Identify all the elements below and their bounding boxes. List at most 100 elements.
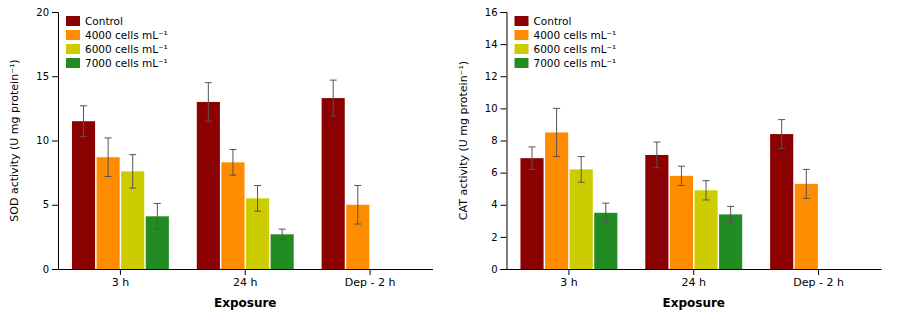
legend-swatch bbox=[515, 44, 529, 54]
y-tick: 0 bbox=[43, 264, 58, 275]
bar bbox=[694, 190, 717, 269]
y-tick-label: 10 bbox=[36, 135, 49, 146]
x-tick: Dep - 2 h bbox=[793, 269, 844, 289]
legend-swatch bbox=[515, 58, 529, 68]
error-bar bbox=[678, 166, 685, 185]
x-tick-label: Dep - 2 h bbox=[345, 276, 396, 289]
legend-entry: Control bbox=[66, 15, 123, 27]
y-axis-line bbox=[501, 13, 508, 270]
x-tick-label: 3 h bbox=[560, 276, 577, 289]
bar-series bbox=[146, 203, 294, 269]
legend-entry: 6000 cells mL⁻¹ bbox=[66, 43, 168, 55]
y-tick-mark bbox=[501, 269, 507, 270]
error-bar bbox=[279, 229, 286, 239]
error-bar bbox=[80, 106, 87, 137]
y-tick-label: 16 bbox=[485, 7, 498, 18]
legend-label: 4000 cells mL⁻¹ bbox=[534, 29, 617, 41]
legend-label: 7000 cells mL⁻¹ bbox=[85, 57, 168, 69]
x-tick: 3 h bbox=[560, 269, 577, 289]
y-tick-mark bbox=[501, 173, 507, 174]
x-tick: 24 h bbox=[233, 269, 257, 289]
y-tick-mark bbox=[501, 12, 507, 13]
y-tick: 0 bbox=[491, 264, 506, 275]
error-bar bbox=[129, 155, 136, 188]
bar bbox=[570, 169, 593, 269]
chart-svg: 051015203 h24 hDep - 2 hExposureSOD acti… bbox=[0, 0, 897, 315]
bar-series bbox=[520, 120, 793, 269]
legend-label: 4000 cells mL⁻¹ bbox=[85, 29, 168, 41]
legend-label: 7000 cells mL⁻¹ bbox=[534, 57, 617, 69]
error-bar bbox=[330, 80, 337, 116]
bar bbox=[645, 155, 668, 269]
legend-entry: 7000 cells mL⁻¹ bbox=[66, 57, 168, 69]
error-bar bbox=[653, 142, 660, 168]
error-bar bbox=[154, 203, 161, 229]
x-tick-mark bbox=[568, 269, 569, 275]
legend-entry: Control bbox=[515, 15, 572, 27]
bar-series bbox=[594, 203, 742, 269]
y-tick: 5 bbox=[43, 199, 58, 210]
y-tick-label: 5 bbox=[43, 199, 49, 210]
x-tick-label: Dep - 2 h bbox=[793, 276, 844, 289]
error-bar bbox=[529, 147, 536, 169]
bar bbox=[520, 158, 543, 269]
error-bar bbox=[553, 108, 560, 156]
y-axis-title: CAT activity (U mg protein⁻¹) bbox=[457, 61, 470, 220]
legend-swatch bbox=[515, 30, 529, 40]
x-tick-mark bbox=[693, 269, 694, 275]
legend-swatch bbox=[515, 16, 529, 26]
y-tick-mark bbox=[52, 76, 58, 77]
error-bar bbox=[602, 203, 609, 222]
legend-entry: 4000 cells mL⁻¹ bbox=[515, 29, 617, 41]
bar bbox=[770, 134, 793, 269]
y-tick-mark bbox=[501, 141, 507, 142]
y-tick-mark bbox=[501, 44, 507, 45]
x-tick-mark bbox=[245, 269, 246, 275]
x-tick: 24 h bbox=[682, 269, 706, 289]
y-tick: 12 bbox=[485, 71, 507, 82]
bar bbox=[670, 176, 693, 269]
y-tick-label: 0 bbox=[43, 264, 49, 275]
y-tick-label: 15 bbox=[36, 71, 49, 82]
y-tick-label: 8 bbox=[491, 135, 497, 146]
y-tick-mark bbox=[52, 12, 58, 13]
legend: Control 4000 cells mL⁻¹ 6000 cells mL⁻¹ 700… bbox=[66, 15, 168, 69]
y-tick-mark bbox=[501, 237, 507, 238]
bar bbox=[322, 98, 345, 269]
legend-label: Control bbox=[534, 15, 572, 27]
legend-entry: 4000 cells mL⁻¹ bbox=[66, 29, 168, 41]
bar-series bbox=[545, 108, 818, 269]
y-tick: 4 bbox=[491, 199, 506, 210]
y-tick-mark bbox=[52, 205, 58, 206]
bar bbox=[197, 102, 220, 269]
error-bar bbox=[703, 181, 710, 200]
y-tick: 8 bbox=[491, 135, 506, 146]
y-tick-label: 10 bbox=[485, 103, 498, 114]
y-tick: 2 bbox=[491, 232, 506, 243]
legend-swatch bbox=[66, 16, 80, 26]
y-axis-title: SOD activity (U mg protein⁻¹) bbox=[8, 59, 21, 221]
y-tick-label: 0 bbox=[491, 264, 497, 275]
y-tick: 20 bbox=[36, 7, 58, 18]
panel: 02468101214163 h24 hDep - 2 hExposureCAT… bbox=[457, 7, 882, 310]
y-tick-mark bbox=[501, 76, 507, 77]
y-tick: 14 bbox=[485, 39, 507, 50]
y-tick-mark bbox=[52, 141, 58, 142]
y-tick-label: 4 bbox=[491, 199, 497, 210]
x-tick: Dep - 2 h bbox=[345, 269, 396, 289]
y-axis: 0 2 4 6 8 10 12 14 16 bbox=[485, 7, 507, 275]
x-tick: 3 h bbox=[112, 269, 129, 289]
legend: Control 4000 cells mL⁻¹ 6000 cells mL⁻¹ 700… bbox=[515, 15, 617, 69]
error-bar bbox=[578, 157, 585, 183]
y-tick: 6 bbox=[491, 167, 506, 178]
legend-label: 6000 cells mL⁻¹ bbox=[534, 43, 617, 55]
legend-swatch bbox=[66, 30, 80, 40]
y-tick-label: 12 bbox=[485, 71, 498, 82]
plot-marks bbox=[72, 80, 369, 269]
bar-series bbox=[121, 155, 269, 269]
legend-label: 6000 cells mL⁻¹ bbox=[85, 43, 168, 55]
y-tick-label: 20 bbox=[36, 7, 49, 18]
x-tick-mark bbox=[370, 269, 371, 275]
bar-series bbox=[72, 80, 345, 269]
bar-series bbox=[97, 138, 370, 269]
